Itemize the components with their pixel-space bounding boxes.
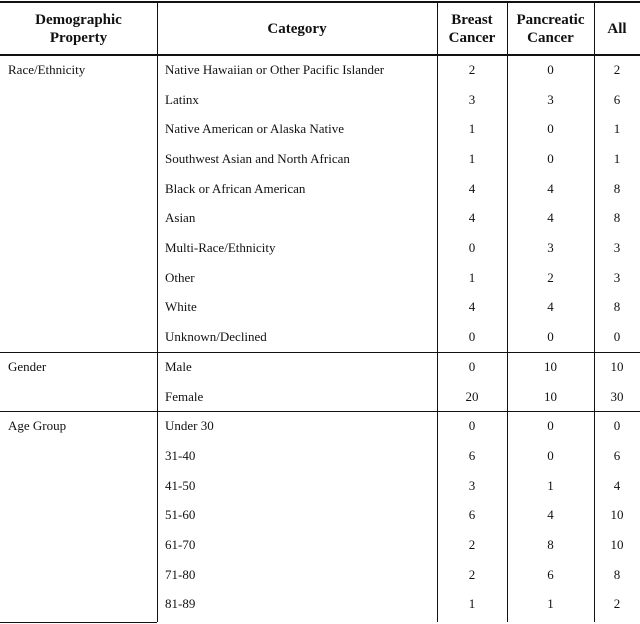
count-cell: 8 [613, 180, 621, 196]
count-cell: 1 [468, 150, 476, 166]
category-cell: 81-89 [165, 596, 196, 612]
count-cell: 2 [547, 269, 554, 285]
column-rule [594, 2, 595, 622]
category-cell: White [165, 299, 197, 315]
category-cell: 71-80 [165, 566, 196, 582]
category-cell: Female [165, 388, 204, 404]
column-rule [507, 2, 508, 622]
count-cell: 4 [468, 299, 476, 315]
category-cell: Native Hawaiian or Other Pacific Islande… [165, 61, 385, 77]
header-cell: Breast Cancer [448, 12, 496, 46]
count-cell: 8 [613, 299, 621, 315]
count-cell: 1 [547, 477, 554, 493]
header-rule [0, 54, 640, 56]
count-cell: 3 [547, 240, 554, 256]
count-cell: 10 [544, 388, 557, 404]
count-cell: 20 [465, 388, 479, 404]
category-cell: Latinx [165, 91, 199, 107]
count-cell: 0 [613, 418, 621, 434]
category-cell: Male [165, 358, 192, 374]
group-rule [0, 411, 640, 413]
count-cell: 1 [613, 121, 621, 137]
count-cell: 3 [468, 477, 476, 493]
category-cell: 31-40 [165, 447, 196, 463]
count-cell: 4 [468, 210, 476, 226]
header-cell: Pancreatic Cancer [516, 12, 585, 46]
group-label: Gender [8, 358, 47, 374]
header-cell: Demographic Property [35, 12, 122, 46]
count-cell: 4 [547, 299, 554, 315]
count-cell: 1 [547, 596, 554, 612]
category-cell: 41-50 [165, 477, 196, 493]
count-cell: 6 [613, 447, 621, 463]
count-cell: 0 [613, 329, 621, 345]
count-cell: 3 [613, 240, 621, 256]
count-cell: 3 [468, 91, 476, 107]
top-rule [0, 1, 640, 3]
category-cell: Unknown/Declined [165, 329, 267, 345]
count-cell: 1 [468, 269, 476, 285]
category-cell: Multi-Race/Ethnicity [165, 240, 276, 256]
count-cell: 1 [468, 596, 476, 612]
count-cell: 0 [547, 61, 554, 77]
category-cell: Other [165, 269, 195, 285]
header-cell: All [607, 21, 627, 37]
count-cell: 2 [613, 61, 621, 77]
count-cell: 6 [468, 447, 476, 463]
count-cell: 8 [613, 210, 621, 226]
count-cell: 0 [547, 447, 554, 463]
count-cell: 4 [468, 180, 476, 196]
count-cell: 0 [547, 121, 554, 137]
count-cell: 8 [547, 537, 554, 553]
count-cell: 10 [610, 537, 624, 553]
category-cell: Black or African American [165, 180, 306, 196]
category-cell: 61-70 [165, 537, 196, 553]
count-cell: 8 [613, 566, 621, 582]
header-cell: Category [267, 21, 327, 37]
category-cell: Asian [165, 210, 196, 226]
count-cell: 0 [547, 150, 554, 166]
count-cell: 10 [610, 507, 624, 523]
count-cell: 4 [613, 477, 621, 493]
count-cell: 10 [610, 358, 624, 374]
count-cell: 2 [613, 596, 621, 612]
count-cell: 6 [468, 507, 476, 523]
group-label: Age Group [8, 418, 67, 434]
count-cell: 2 [468, 61, 476, 77]
count-cell: 0 [468, 329, 476, 345]
count-cell: 4 [547, 210, 554, 226]
count-cell: 10 [544, 358, 557, 374]
group-rule [0, 352, 640, 353]
count-cell: 4 [547, 507, 554, 523]
count-cell: 1 [468, 121, 476, 137]
count-cell: 6 [547, 566, 554, 582]
count-cell: 0 [468, 418, 476, 434]
count-cell: 0 [547, 329, 554, 345]
count-cell: 30 [610, 388, 624, 404]
count-cell: 1 [613, 150, 621, 166]
count-cell: 3 [613, 269, 621, 285]
column-rule [157, 2, 158, 622]
column-rule [437, 2, 438, 622]
category-cell: Under 30 [165, 418, 214, 434]
group-label: Race/Ethnicity [8, 61, 86, 77]
count-cell: 0 [468, 358, 476, 374]
count-cell: 2 [468, 566, 476, 582]
count-cell: 3 [547, 91, 554, 107]
count-cell: 0 [547, 418, 554, 434]
bottom-rule [0, 622, 157, 623]
category-cell: Southwest Asian and North African [165, 150, 350, 166]
category-cell: Native American or Alaska Native [165, 121, 345, 137]
count-cell: 4 [547, 180, 554, 196]
count-cell: 6 [613, 91, 621, 107]
count-cell: 2 [468, 537, 476, 553]
category-cell: 51-60 [165, 507, 196, 523]
count-cell: 0 [468, 240, 476, 256]
